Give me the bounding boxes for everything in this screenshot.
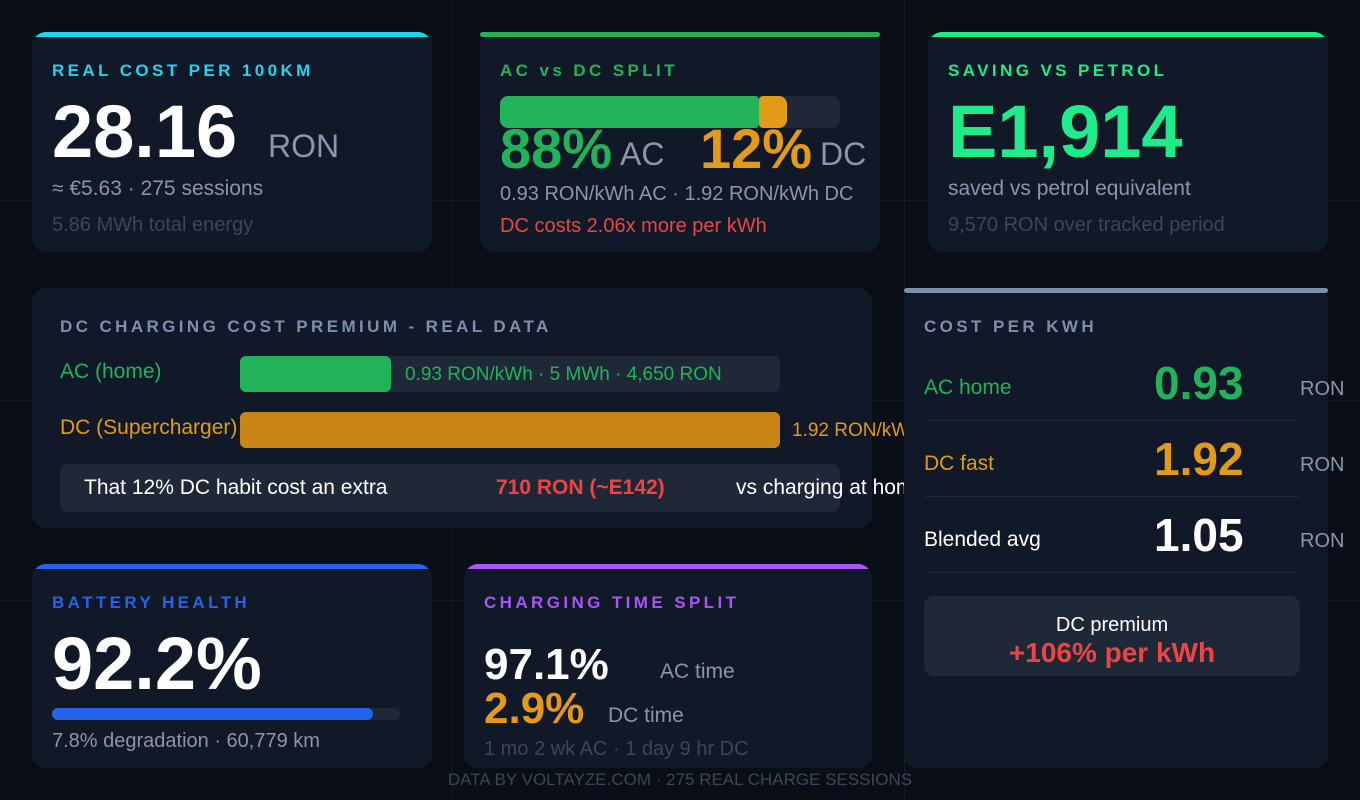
card-title: COST PER KWH	[924, 317, 1098, 336]
kwh-row-dc-value: 1.92	[1154, 433, 1244, 485]
callout-text: That 12% DC habit cost an extra	[84, 476, 388, 499]
dc-percent: 12%	[700, 117, 813, 180]
kwh-row-blended-unit: RON	[1300, 530, 1345, 552]
cost-per-kwh-card: COST PER KWH AC home 0.93 RON DC fast 1.…	[904, 288, 1344, 768]
ac-dc-split-card: AC vs DC SPLIT 88% AC 12% DC 0.93 RON/kW…	[480, 32, 880, 252]
kwh-row-ac-value: 0.93	[1154, 357, 1244, 409]
real-cost-card: REAL COST PER 100KM 28.16 RON ≈ €5.63 · …	[32, 32, 432, 252]
dc-premium-value: +106% per kWh	[1008, 637, 1216, 668]
premium-bar-track	[240, 412, 780, 448]
kwh-row-blended-label: Blended avg	[924, 528, 1041, 551]
callout-tail: vs charging at home	[736, 476, 904, 499]
energy-note: 5.86 MWh total energy	[52, 214, 254, 236]
saving-subtext: saved vs petrol equivalent	[948, 177, 1191, 200]
kwh-row-dc-label: DC fast	[924, 452, 995, 475]
kwh-row-dc-unit: RON	[1300, 454, 1345, 476]
card-title: BATTERY HEALTH	[52, 593, 251, 612]
card-accent-bar	[928, 32, 1328, 37]
battery-subtext: 7.8% degradation · 60,779 km	[52, 730, 320, 752]
premium-bar-ac	[240, 356, 391, 392]
split-bar-track	[500, 96, 840, 128]
card-title: AC vs DC SPLIT	[500, 61, 678, 80]
dc-warning: DC costs 2.06x more per kWh	[500, 215, 767, 237]
dc-label: DC	[820, 136, 867, 172]
ac-percent: 88%	[500, 117, 613, 180]
premium-bar-dc	[240, 412, 780, 448]
card-title: CHARGING TIME SPLIT	[484, 593, 740, 612]
dc-premium-card: DC CHARGING COST PREMIUM - REAL DATA AC …	[32, 288, 904, 528]
ac-label: AC	[620, 136, 665, 172]
row-divider	[924, 420, 1300, 421]
callout-value: 710 RON (~E142)	[496, 476, 665, 499]
ac-time-value: 97.1%	[484, 640, 609, 689]
footer-credit: DATA BY VOLTAYZE.COM · 275 REAL CHARGE S…	[447, 770, 913, 789]
saving-note: 9,570 RON over tracked period	[948, 214, 1225, 236]
kwh-row-blended-value: 1.05	[1154, 509, 1244, 561]
ac-time-label: AC time	[660, 660, 735, 683]
battery-value: 92.2%	[52, 622, 262, 705]
split-bar-dc	[759, 96, 787, 128]
dc-time-label: DC time	[608, 704, 684, 727]
row-divider	[924, 496, 1300, 497]
card-title: REAL COST PER 100KM	[52, 61, 314, 80]
premium-row-ac-value: 0.93 RON/kWh · 5 MWh · 4,650 RON	[405, 364, 722, 385]
card-accent-bar	[32, 32, 432, 37]
kwh-row-ac-unit: RON	[1300, 378, 1345, 400]
premium-row-dc-label: DC (Supercharger)	[60, 416, 238, 439]
premium-bar-track	[240, 356, 780, 392]
time-note: 1 mo 2 wk AC · 1 day 9 hr DC	[484, 738, 749, 760]
saving-value: E1,914	[948, 90, 1183, 173]
battery-bar-track	[52, 708, 400, 720]
cost-subtext: ≈ €5.63 · 275 sessions	[52, 177, 264, 200]
premium-row-dc-value: 1.92 RON/kWh	[792, 420, 904, 441]
dc-premium-label: DC premium	[1055, 614, 1169, 636]
split-bar-ac	[500, 96, 759, 128]
premium-row-ac-label: AC (home)	[60, 360, 162, 383]
rates-text: 0.93 RON/kWh AC · 1.92 RON/kWh DC	[500, 183, 854, 205]
kwh-row-ac-label: AC home	[924, 376, 1012, 399]
card-accent-bar	[904, 288, 1328, 293]
card-title: DC CHARGING COST PREMIUM - REAL DATA	[60, 317, 552, 336]
card-accent-bar	[480, 32, 880, 37]
card-accent-bar	[464, 564, 872, 569]
battery-bar-fill	[52, 708, 373, 720]
charging-time-card: CHARGING TIME SPLIT 97.1% AC time 2.9% D…	[464, 564, 872, 768]
battery-health-card: BATTERY HEALTH 92.2% 7.8% degradation · …	[32, 564, 432, 768]
card-accent-bar	[32, 564, 432, 569]
dc-time-value: 2.9%	[484, 684, 585, 733]
saving-card: SAVING VS PETROL E1,914 saved vs petrol …	[928, 32, 1328, 252]
premium-callout: That 12% DC habit cost an extra 710 RON …	[60, 464, 904, 512]
row-divider	[924, 572, 1300, 573]
card-title: SAVING VS PETROL	[948, 61, 1168, 80]
cost-unit: RON	[268, 128, 340, 164]
dc-premium-box: DC premium +106% per kWh	[924, 596, 1300, 676]
cost-value: 28.16	[52, 90, 238, 173]
